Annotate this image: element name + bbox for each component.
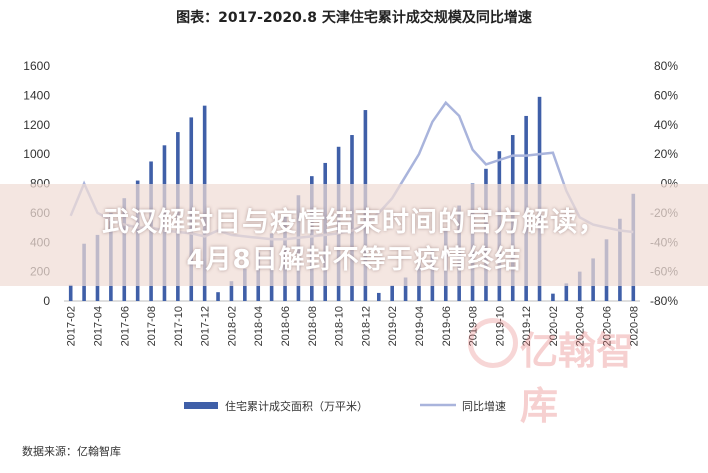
x-tick-label: 2017-12	[200, 306, 212, 346]
x-tick-label: 2020-08	[628, 306, 640, 346]
legend-label-bars: 住宅累计成交面积（万平米）	[225, 399, 368, 413]
x-tick-label: 2017-02	[66, 306, 78, 346]
watermark-text: 亿翰智库	[520, 329, 635, 428]
x-tick-label: 2017-06	[119, 306, 131, 346]
source-note: 数据来源：亿翰智库	[22, 444, 121, 458]
x-tick-label: 2018-12	[360, 306, 372, 346]
right-tick-label: 60%	[654, 88, 678, 102]
x-tick-label: 2017-08	[146, 306, 158, 346]
bar	[229, 281, 234, 301]
left-tick-label: 1000	[23, 147, 50, 161]
x-tick-label: 2019-02	[387, 306, 399, 346]
x-tick-label: 2018-08	[307, 306, 319, 346]
x-tick-label: 2019-04	[414, 306, 426, 346]
x-tick-label: 2018-04	[253, 306, 265, 346]
left-tick-label: 1400	[23, 88, 50, 102]
right-tick-label: -80%	[650, 294, 678, 308]
right-tick-label: 20%	[654, 147, 678, 161]
legend-label-line: 同比增速	[462, 399, 506, 413]
right-tick-label: 40%	[654, 118, 678, 132]
bar	[390, 285, 394, 301]
bar	[564, 283, 569, 301]
x-tick-label: 2017-04	[92, 306, 104, 346]
right-tick-label: 80%	[654, 59, 678, 73]
x-tick-label: 2017-10	[173, 306, 185, 346]
x-tick-label: 2019-12	[521, 306, 533, 346]
x-tick-label: 2020-04	[575, 306, 587, 346]
left-tick-label: 1600	[23, 59, 50, 73]
legend-swatch-bars	[184, 402, 218, 409]
watermark-logo-icon	[468, 318, 518, 368]
x-tick-label: 2018-06	[280, 306, 292, 346]
x-tick-label: 2020-06	[602, 306, 614, 346]
headline-banner: 武汉解封日与疫情结束时间的官方解读， 4月8日解封不等于疫情终结	[0, 184, 708, 286]
legend: 住宅累计成交面积（万平米） 同比增速	[184, 399, 506, 413]
x-tick-label: 2020-02	[548, 306, 560, 346]
bar	[68, 284, 73, 301]
bar	[216, 292, 220, 301]
bar	[577, 271, 582, 301]
chart-title: 图表：2017-2020.8 天津住宅累计成交规模及同比增速	[176, 9, 532, 26]
bar	[376, 292, 381, 301]
headline-line-1: 武汉解封日与疫情结束时间的官方解读，	[102, 207, 606, 238]
bar	[551, 293, 555, 301]
x-tick-label: 2018-02	[226, 306, 238, 346]
left-tick-label: 0	[43, 294, 50, 308]
bar	[403, 277, 408, 301]
x-tick-label: 2019-06	[441, 306, 453, 346]
headline-line-2: 4月8日解封不等于疫情终结	[186, 245, 522, 275]
watermark: 亿翰智库	[468, 316, 638, 428]
x-tick-label: 2018-10	[334, 306, 346, 346]
left-tick-label: 1200	[23, 118, 50, 132]
